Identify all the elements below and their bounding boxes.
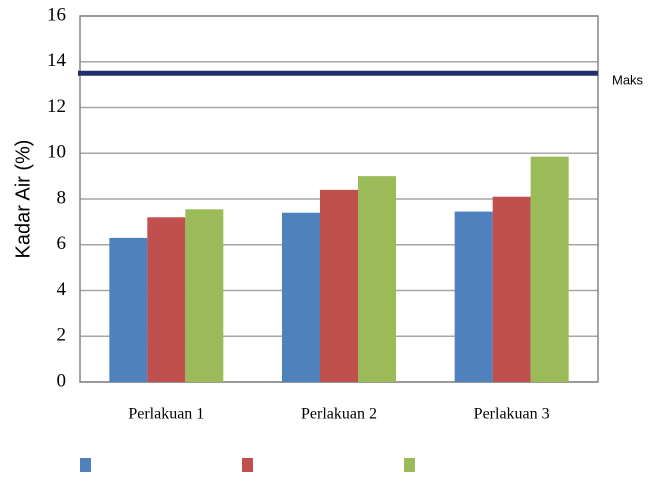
y-tick-label: 14 [47, 50, 67, 71]
bar [282, 212, 320, 382]
bar [185, 209, 224, 382]
bar [530, 156, 569, 382]
y-tick-label: 8 [57, 187, 67, 208]
bar [109, 237, 148, 382]
reference-label: Maks [612, 73, 644, 88]
bar [492, 196, 531, 382]
bar [320, 189, 358, 382]
bar [454, 211, 493, 382]
legend-swatch [404, 458, 415, 472]
y-axis-label: Kadar Air (%) [12, 140, 34, 259]
legend-swatch [242, 458, 253, 472]
legend-swatch [80, 458, 91, 472]
y-tick-label: 10 [47, 142, 66, 163]
bar [358, 176, 396, 382]
y-tick-label: 0 [57, 370, 67, 391]
y-tick-label: 4 [57, 279, 67, 300]
x-tick-label: Perlakuan 1 [128, 406, 204, 423]
x-tick-label: Perlakuan 3 [474, 406, 550, 423]
bar [147, 217, 186, 382]
y-tick-label: 12 [47, 96, 66, 117]
y-tick-label: 6 [57, 233, 67, 254]
y-tick-label: 2 [57, 325, 67, 346]
y-tick-label: 16 [47, 4, 66, 25]
x-tick-label: Perlakuan 2 [301, 406, 377, 423]
